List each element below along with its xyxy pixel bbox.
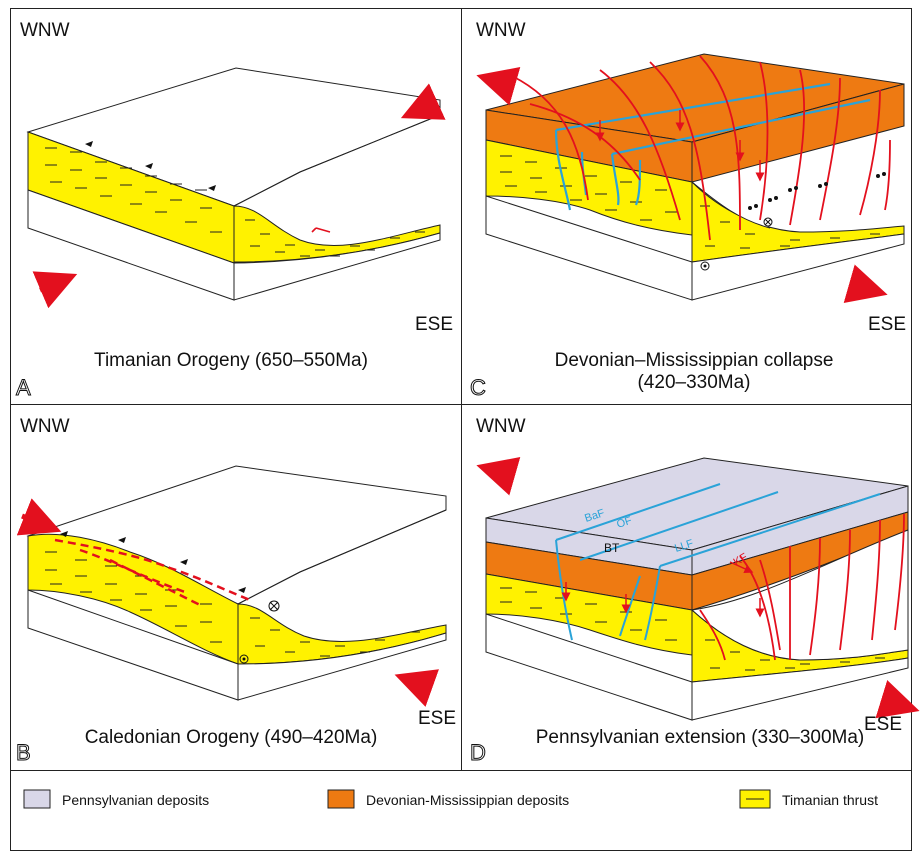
panel-c-orange-side	[691, 83, 905, 183]
legend-swatch-pennsylvanian	[23, 789, 51, 809]
panel-c-tilt-dots	[748, 172, 886, 210]
panel-b-thrust-wedge	[237, 603, 447, 665]
panel-b-letter: B	[16, 740, 31, 765]
panel-d-red-faults	[699, 513, 905, 661]
legend-item-timanian: Timanian thrust	[739, 789, 878, 809]
panel-b-compression-arrow-left	[16, 498, 62, 536]
legend-item-pennsylvanian: Pennsylvanian deposits	[23, 789, 209, 809]
panel-grid	[10, 8, 912, 851]
panel-c-extension-arrow-right	[843, 264, 888, 303]
legend-swatch-devonian	[327, 789, 355, 809]
panel-d-side-face	[691, 657, 909, 721]
panel-a-compression-arrow-right	[400, 83, 446, 120]
panel-a-caption: Timanian Orogeny (650–550Ma)	[94, 350, 368, 371]
panel-b: WNW ESE Caledonian Orogeny (490–420Ma) B	[16, 416, 457, 766]
panel-c-side-face	[691, 233, 905, 301]
panel-c-wnw-label: WNW	[476, 20, 526, 41]
panel-b-compression-arrow-right	[394, 669, 439, 707]
panel-d-extension-arrow-right	[875, 680, 920, 719]
legend-label-timanian: Timanian thrust	[782, 792, 878, 808]
basin-label-bt: BT	[604, 541, 620, 555]
panel-b-strike-slip-symbols	[239, 600, 280, 664]
panel-c-letter: C	[470, 375, 486, 400]
panel-b-caption: Caledonian Orogeny (490–420Ma)	[85, 727, 378, 748]
panel-b-side-face	[237, 632, 447, 701]
legend-label-pennsylvanian: Pennsylvanian deposits	[62, 792, 209, 808]
panel-b-foliation	[45, 551, 420, 657]
panel-d-extension-arrow-left	[476, 457, 521, 496]
panel-b-ese-label: ESE	[418, 708, 456, 729]
panel-c-red-faults	[511, 55, 891, 241]
panel-c-caption-line1: Devonian–Mississippian collapse	[555, 350, 834, 371]
panel-d-wnw-label: WNW	[476, 416, 526, 437]
legend-item-devonian: Devonian-Mississippian deposits	[327, 789, 569, 809]
panel-d: BaF OF LLF KF BT WNW ESE Pennsylvanian e…	[470, 416, 920, 766]
panel-c: WNW ESE Devonian–Mississippian collapse …	[470, 20, 907, 401]
panel-a: WNW ESE Timanian Orogeny (650–550Ma) A	[16, 20, 454, 401]
panel-d-letter: D	[470, 740, 486, 765]
panel-d-caption: Pennsylvanian extension (330–300Ma)	[536, 727, 865, 748]
panel-a-letter: A	[16, 375, 31, 400]
fault-label-llf: LLF	[673, 537, 695, 554]
panel-a-side-face	[233, 232, 441, 301]
panel-a-ese-label: ESE	[415, 314, 453, 335]
fault-label-of: OF	[615, 515, 634, 531]
panel-d-thrust-front	[485, 573, 693, 656]
panel-a-wnw-label: WNW	[20, 20, 70, 41]
panel-b-wnw-label: WNW	[20, 416, 70, 437]
panel-a-foliation	[45, 147, 425, 257]
legend-label-devonian: Devonian-Mississippian deposits	[366, 792, 569, 808]
panel-c-extension-arrow-left	[476, 67, 521, 106]
panel-d-ese-label: ESE	[864, 714, 902, 735]
panel-a-compression-arrow-left	[32, 271, 78, 309]
panel-c-thrust-front	[485, 139, 693, 236]
panel-c-caption-line2: (420–330Ma)	[637, 372, 750, 393]
legend: Pennsylvanian deposits Devonian-Mississi…	[23, 789, 878, 809]
panel-c-ese-label: ESE	[868, 314, 906, 335]
